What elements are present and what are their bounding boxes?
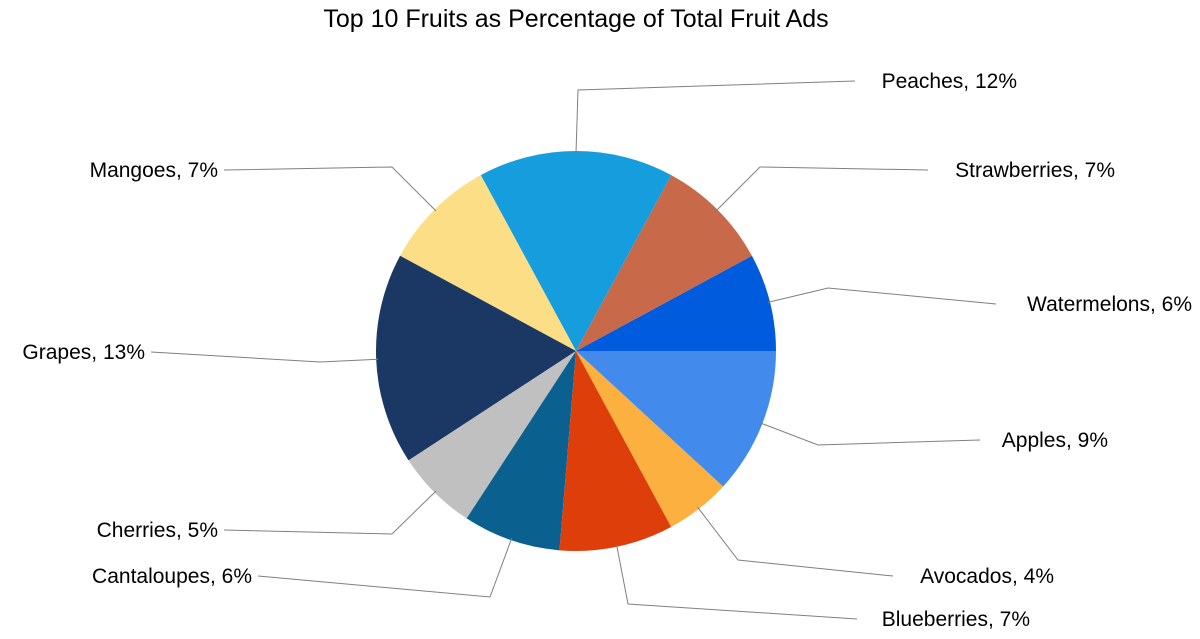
pie-slice-apples [576,351,776,487]
slice-label: Strawberries, 7% [955,159,1115,182]
leader-line [257,538,513,598]
leader-lines [150,80,997,620]
slice-label: Watermelons, 6% [1027,293,1192,316]
leader-line [760,422,981,446]
leader-line [223,490,437,535]
pie-slice-avocados [576,351,724,527]
pie-slice-cherries [408,351,576,519]
leader-line [616,544,858,620]
leader-line [697,506,894,577]
slice-label: Apples, 9% [1002,429,1108,452]
pie-slice-cantaloupes [466,351,576,551]
pie-slice-blueberries [559,351,672,552]
slice-label: Grapes, 13% [22,341,145,364]
leader-line [150,351,379,363]
slice-label: Mangoes, 7% [90,159,218,182]
leader-line [715,166,929,212]
slice-label: Cherries, 5% [97,519,218,542]
pie-slices [376,151,776,552]
leader-line [575,80,856,154]
pie-slice-watermelons [576,255,776,351]
slice-label: Avocados, 4% [920,565,1054,588]
slice-labels: Watermelons, 6% Strawberries, 7% Peaches, … [22,70,1192,631]
chart-title: Top 10 Fruits as Percentage of Total Fru… [323,5,828,33]
pie-slice-peaches [480,151,672,351]
pie-slice-grapes [376,255,576,461]
pie-slice-mangoes [400,175,576,351]
slice-label: Blueberries, 7% [882,608,1030,631]
slice-label: Peaches, 12% [882,70,1017,93]
leader-line [223,166,437,212]
leader-line [767,287,997,305]
pie-slice-strawberries [576,175,752,351]
slice-label: Cantaloupes, 6% [92,565,252,588]
